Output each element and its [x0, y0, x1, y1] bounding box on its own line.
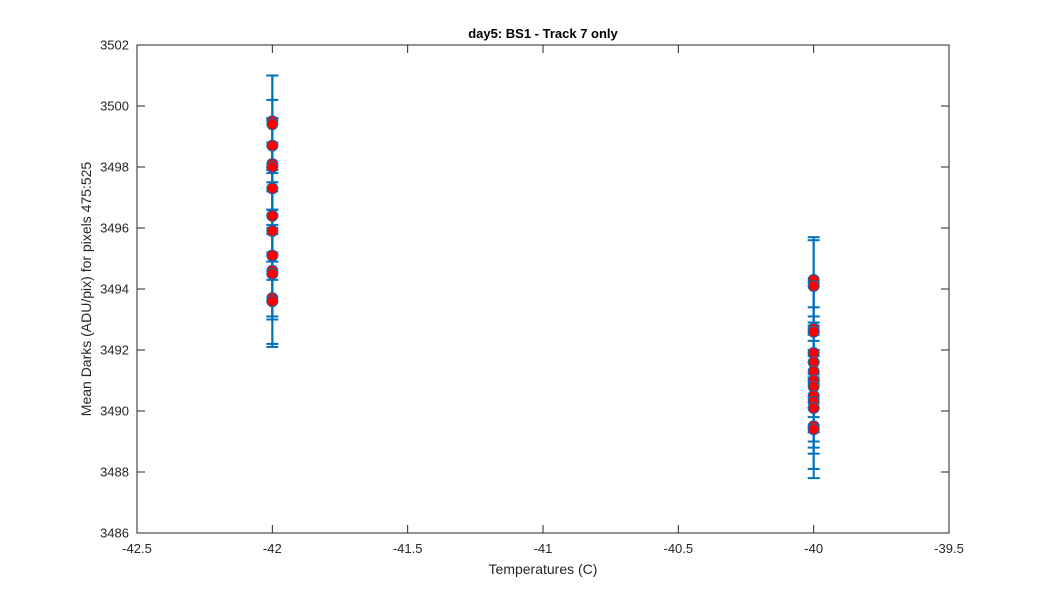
data-point — [266, 139, 279, 152]
data-point — [266, 209, 279, 222]
y-tick-label: 3496 — [100, 221, 129, 236]
y-tick-label: 3488 — [100, 465, 129, 480]
x-tick-label: -40.5 — [664, 541, 694, 556]
x-tick-label: -41 — [534, 541, 553, 556]
data-point — [266, 182, 279, 195]
data-point — [266, 118, 279, 131]
y-tick-label: 3500 — [100, 99, 129, 114]
y-tick-label: 3490 — [100, 404, 129, 419]
data-point — [807, 401, 820, 414]
y-tick-label: 3486 — [100, 526, 129, 541]
x-tick-label: -39.5 — [934, 541, 964, 556]
x-tick-label: -42 — [263, 541, 282, 556]
y-tick-label: 3502 — [100, 38, 129, 53]
data-point — [266, 161, 279, 173]
x-tick-label: -41.5 — [393, 541, 423, 556]
data-point — [807, 423, 820, 436]
data-point — [807, 279, 820, 292]
y-axis-title: Mean Darks (ADU/pix) for pixels 475:525 — [78, 162, 94, 417]
data-point — [266, 249, 279, 262]
x-axis-title: Temperatures (C) — [489, 561, 598, 577]
x-tick-label: -42.5 — [122, 541, 152, 556]
y-axis: 3486 3488 3490 3492 3494 3496 3498 3500 3502 — [100, 38, 949, 541]
chart-title: day5: BS1 - Track 7 only — [468, 26, 618, 41]
x-axis: -42.5 -42 -41.5 -41 -40.5 -40 -39.5 — [122, 45, 964, 556]
x-tick-label: -40 — [804, 541, 823, 556]
plot-area — [136, 44, 950, 534]
data-point — [266, 225, 279, 238]
data-point — [266, 267, 279, 280]
data-point — [266, 295, 279, 308]
data-markers — [266, 115, 820, 436]
y-tick-label: 3492 — [100, 343, 129, 358]
data-point — [807, 325, 820, 338]
y-tick-label: 3498 — [100, 160, 129, 175]
y-tick-label: 3494 — [100, 282, 129, 297]
